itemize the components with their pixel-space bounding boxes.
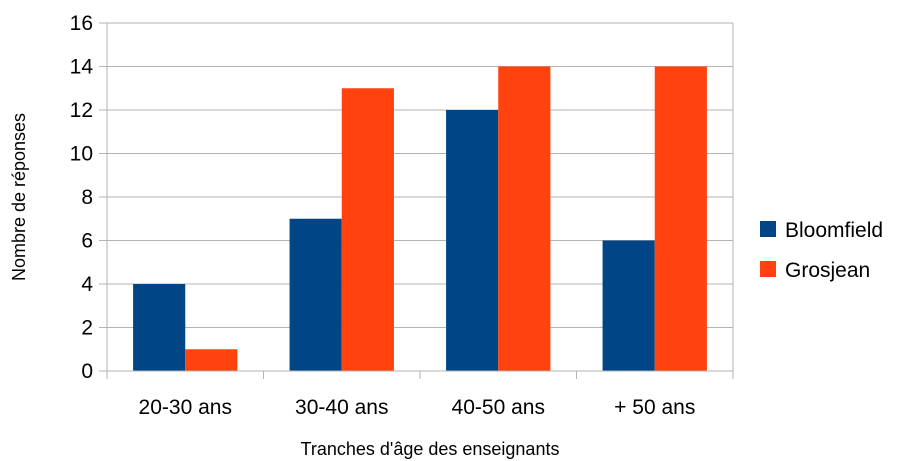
y-tick-label: 16 xyxy=(70,12,93,35)
y-tick-label: 4 xyxy=(81,273,93,296)
legend: Bloomfield Grosjean xyxy=(760,219,883,282)
bar-grosjean xyxy=(341,88,394,371)
grid xyxy=(107,22,733,372)
y-tick-label: 8 xyxy=(81,186,93,209)
legend-swatch-bloomfield xyxy=(760,221,776,237)
y-tick-label: 14 xyxy=(70,56,94,79)
bar-grosjean xyxy=(498,66,551,371)
x-tick-labels: 20-30 ans 30-40 ans 40-50 ans + 50 ans xyxy=(139,396,696,419)
bar-grosjean xyxy=(654,66,707,371)
bar-bloomfield xyxy=(289,218,342,371)
bar-bloomfield xyxy=(133,284,186,371)
y-tick-label: 6 xyxy=(81,230,93,253)
x-tick-label: + 50 ans xyxy=(614,396,695,419)
y-tick-label: 10 xyxy=(70,143,93,166)
legend-label: Grosjean xyxy=(785,259,870,282)
bar-grosjean xyxy=(185,349,238,371)
y-tick-labels: 0 2 4 6 8 10 12 14 16 xyxy=(70,12,94,383)
bars xyxy=(133,66,707,371)
bar-bloomfield xyxy=(446,110,499,371)
x-tick-label: 40-50 ans xyxy=(452,396,545,419)
legend-swatch-grosjean xyxy=(760,261,776,277)
bar-bloomfield xyxy=(602,240,655,371)
y-tick-label: 0 xyxy=(81,360,93,383)
y-axis-title: Nombre de réponses xyxy=(9,113,29,281)
x-axis-title: Tranches d'âge des enseignants xyxy=(301,439,560,459)
legend-label: Bloomfield xyxy=(785,219,883,242)
y-tick-label: 2 xyxy=(81,317,93,340)
y-tick-label: 12 xyxy=(70,99,93,122)
x-tick-label: 20-30 ans xyxy=(139,396,232,419)
x-tick-label: 30-40 ans xyxy=(295,396,388,419)
axes xyxy=(99,22,734,379)
